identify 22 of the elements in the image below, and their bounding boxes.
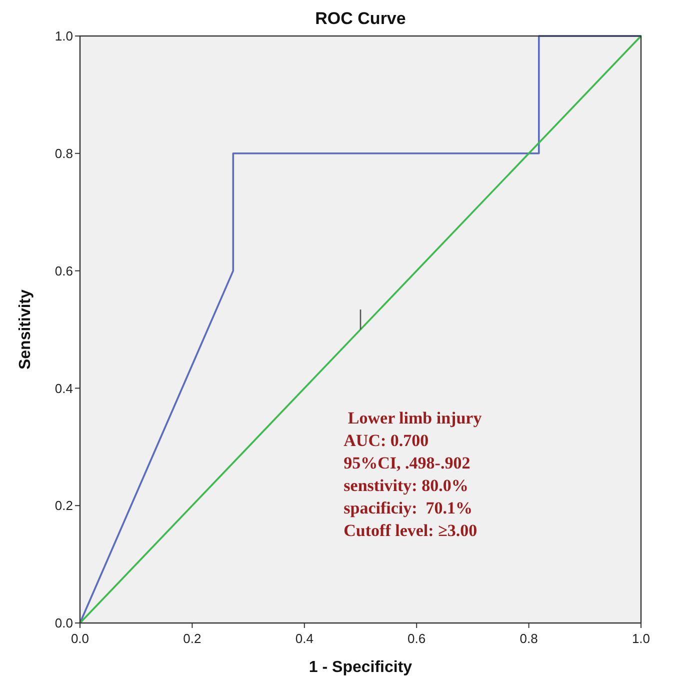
y-tick-label: 0.0 (54, 616, 73, 631)
y-tick-label: 0.6 (54, 263, 73, 278)
annotation: Cutoff level: ≥3.00 (344, 520, 478, 540)
x-tick-label: 1.0 (632, 631, 650, 646)
x-axis-title: 1 - Specificity (308, 659, 412, 676)
chart-title: ROC Curve (315, 9, 406, 28)
annotation: 95%CI, .498-.902 (344, 453, 470, 472)
x-tick-label: 0.2 (183, 631, 202, 646)
x-tick-label: 0.0 (70, 631, 90, 646)
annotation: Lower limb injury (344, 408, 482, 428)
annotation: senstivity: 80.0% (344, 476, 468, 495)
y-axis-title: Sensitivity (17, 289, 34, 370)
annotation: spacificiy: 70.1% (344, 498, 473, 518)
y-tick-label: 0.4 (54, 380, 73, 396)
y-tick-label: 1.0 (54, 28, 73, 44)
x-tick-label: 0.8 (520, 631, 538, 646)
x-tick-label: 0.6 (408, 631, 426, 646)
line-series (79, 35, 642, 624)
y-tick-label: 0.2 (54, 498, 73, 514)
annotation: AUC: 0.700 (344, 430, 429, 450)
y-tick-label: 0.8 (54, 146, 73, 161)
x-tick-label: 0.4 (295, 631, 314, 646)
